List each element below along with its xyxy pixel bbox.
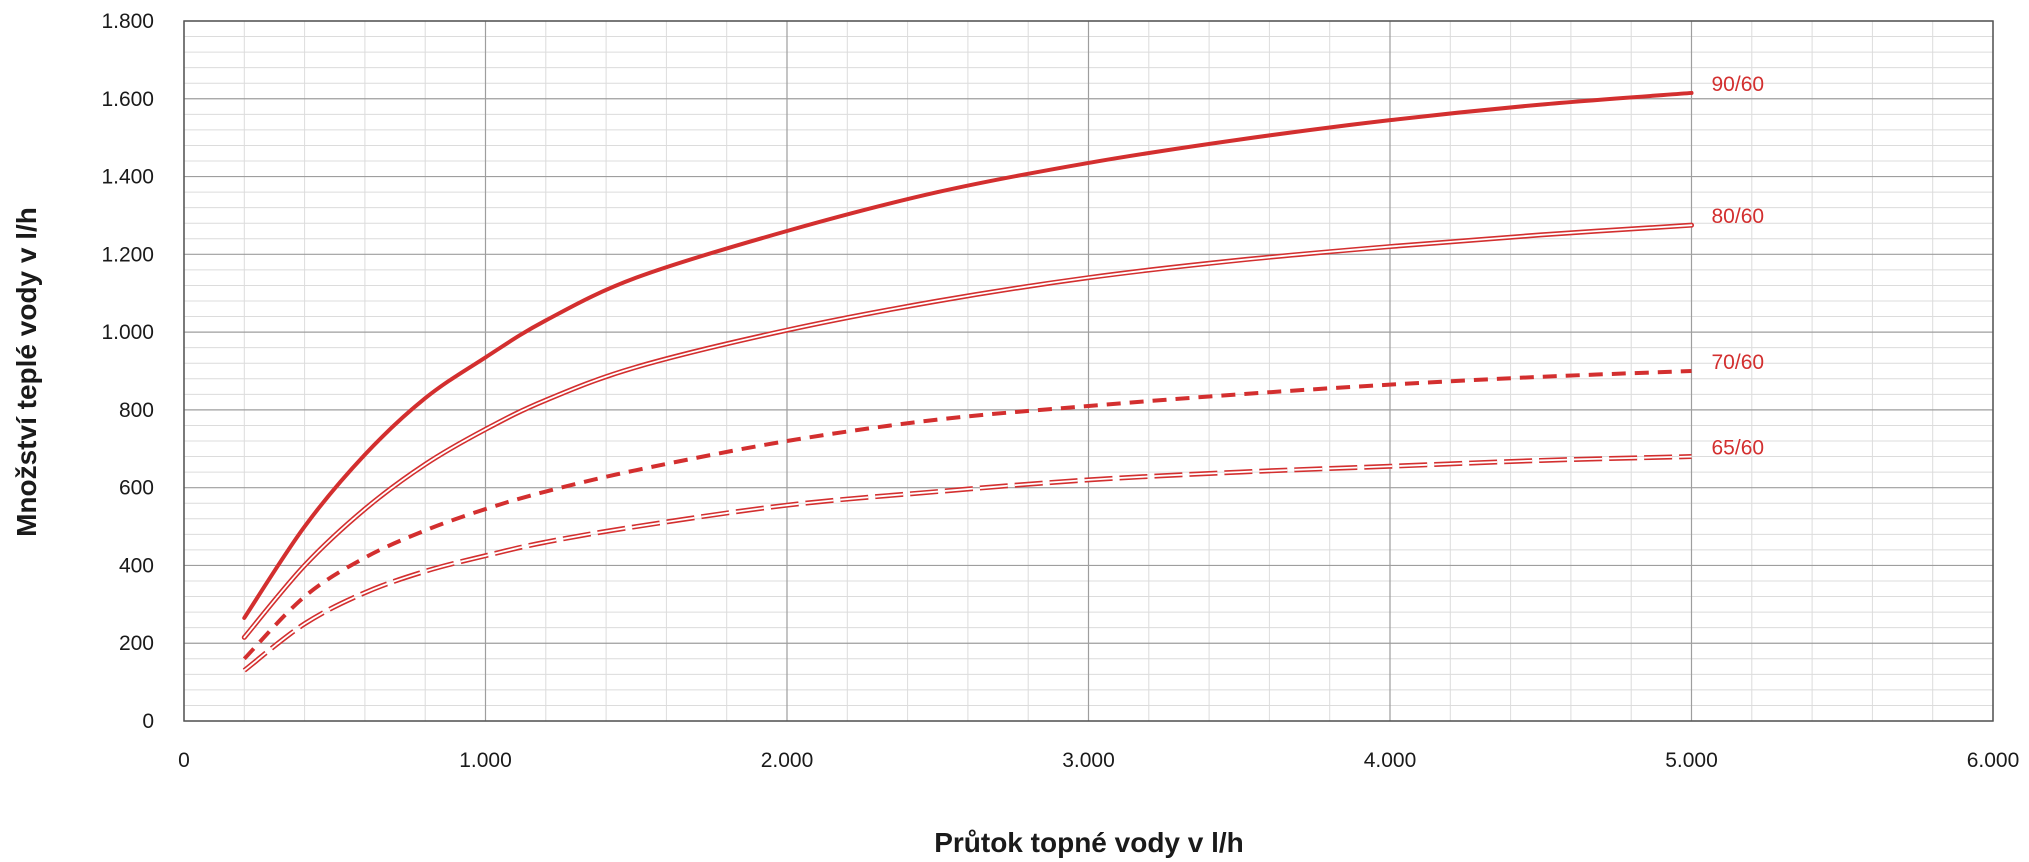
x-tick-label: 3.000 xyxy=(1062,749,1115,772)
series-label-80-60: 80/60 xyxy=(1712,205,1765,228)
y-tick-label: 1.000 xyxy=(101,321,154,344)
x-axis-title: Průtok topné vody v l/h xyxy=(934,827,1244,858)
x-tick-label: 0 xyxy=(178,749,190,772)
y-tick-label: 0 xyxy=(142,710,154,733)
series-line-65-60 xyxy=(242,454,1692,673)
y-tick-label: 1.400 xyxy=(101,166,154,189)
y-tick-label: 1.800 xyxy=(101,10,154,33)
series-layer xyxy=(241,90,1694,673)
y-tick-label: 200 xyxy=(119,632,154,655)
series-labels: 90/60 80/60 70/60 65/60 xyxy=(1712,73,1765,460)
y-tick-label: 1.600 xyxy=(101,88,154,111)
y-axis-ticks: 0 200 400 600 800 1.000 1.200 1.400 1.600 1.800 xyxy=(101,10,154,733)
series-path-inner xyxy=(243,224,1693,639)
series-line-80-60 xyxy=(241,222,1694,640)
y-tick-label: 800 xyxy=(119,399,154,422)
series-path xyxy=(242,369,1692,661)
x-tick-label: 6.000 xyxy=(1967,749,2020,772)
x-tick-label: 4.000 xyxy=(1364,749,1417,772)
series-line-90-60 xyxy=(242,90,1694,620)
y-tick-label: 1.200 xyxy=(101,243,154,266)
y-tick-label: 600 xyxy=(119,477,154,500)
series-label-90-60: 90/60 xyxy=(1712,73,1765,96)
series-label-70-60: 70/60 xyxy=(1712,351,1765,374)
x-tick-label: 2.000 xyxy=(761,749,814,772)
plot-frame xyxy=(183,20,1994,722)
y-tick-label: 400 xyxy=(119,554,154,577)
x-tick-label: 5.000 xyxy=(1665,749,1718,772)
series-line-70-60 xyxy=(242,369,1692,661)
y-axis-title: Množství teplé vody v l/h xyxy=(11,207,42,537)
x-tick-label: 1.000 xyxy=(459,749,512,772)
series-path-inner xyxy=(243,455,1692,672)
x-axis-ticks: 0 1.000 2.000 3.000 4.000 5.000 6.000 xyxy=(178,749,2019,772)
series-label-65-60: 65/60 xyxy=(1712,437,1765,460)
series-path xyxy=(242,90,1694,620)
